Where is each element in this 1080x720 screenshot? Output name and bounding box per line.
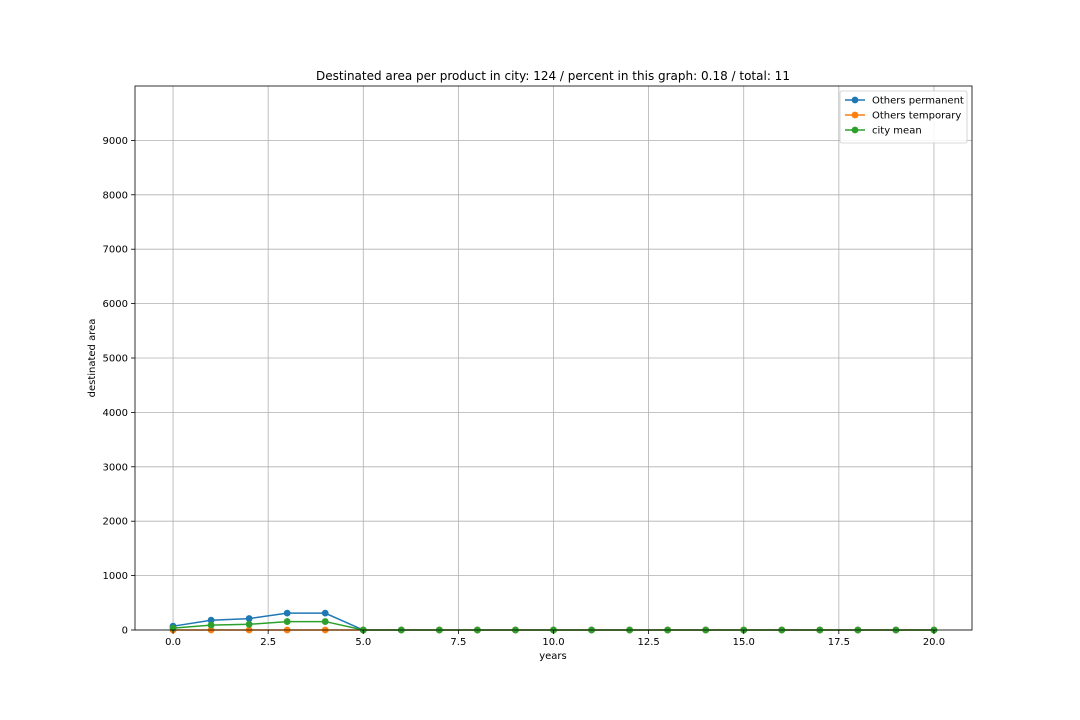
y-tick-label: 4000 (103, 408, 128, 419)
data-point (283, 609, 291, 617)
legend-item: city mean (845, 126, 922, 137)
x-tick-label: 15.0 (733, 637, 755, 648)
legend-box (839, 90, 968, 144)
legend: Others permanent Others temporary city mea… (839, 90, 968, 144)
x-tick-label: 0.0 (165, 637, 181, 648)
y-tick-label: 1000 (103, 571, 128, 582)
x-tick-label: 12.5 (637, 637, 659, 648)
legend-label: city mean (872, 126, 922, 137)
legend-marker (851, 111, 859, 119)
ticks: 0.0 2.5 5.0 7.5 10.0 12.5 15.0 17.5 20.0 0 1000 200… (103, 136, 946, 648)
y-tick-label: 6000 (103, 299, 128, 310)
legend-label: Others temporary (872, 111, 961, 122)
x-tick-label: 20.0 (923, 637, 945, 648)
x-tick-label: 2.5 (260, 637, 276, 648)
x-tick-label: 17.5 (828, 637, 850, 648)
x-tick-label: 5.0 (355, 637, 371, 648)
legend-marker (851, 96, 859, 104)
data-point (321, 618, 329, 625)
y-tick-label: 5000 (103, 354, 128, 365)
x-axis-label: years (539, 651, 567, 662)
data-point (321, 609, 329, 617)
legend-marker (851, 126, 859, 134)
y-tick-label: 7000 (103, 245, 128, 256)
y-tick-label: 0 (122, 626, 128, 637)
data-point (245, 620, 253, 628)
y-tick-label: 2000 (103, 517, 128, 528)
y-tick-label: 8000 (103, 190, 128, 201)
legend-item: Others temporary (845, 111, 961, 122)
x-tick-label: 7.5 (450, 637, 466, 648)
y-tick-label: 9000 (103, 136, 128, 147)
legend-label: Others permanent (872, 96, 964, 107)
chart-title: Destinated area per product in city: 124… (316, 69, 790, 83)
data-point (207, 621, 215, 629)
y-tick-label: 3000 (103, 462, 128, 473)
y-axis-label: destinated area (87, 319, 98, 398)
legend-item: Others permanent (845, 96, 964, 107)
data-point (207, 616, 215, 624)
data-point (245, 615, 253, 622)
data-point (283, 618, 291, 625)
x-tick-label: 10.0 (542, 637, 564, 648)
